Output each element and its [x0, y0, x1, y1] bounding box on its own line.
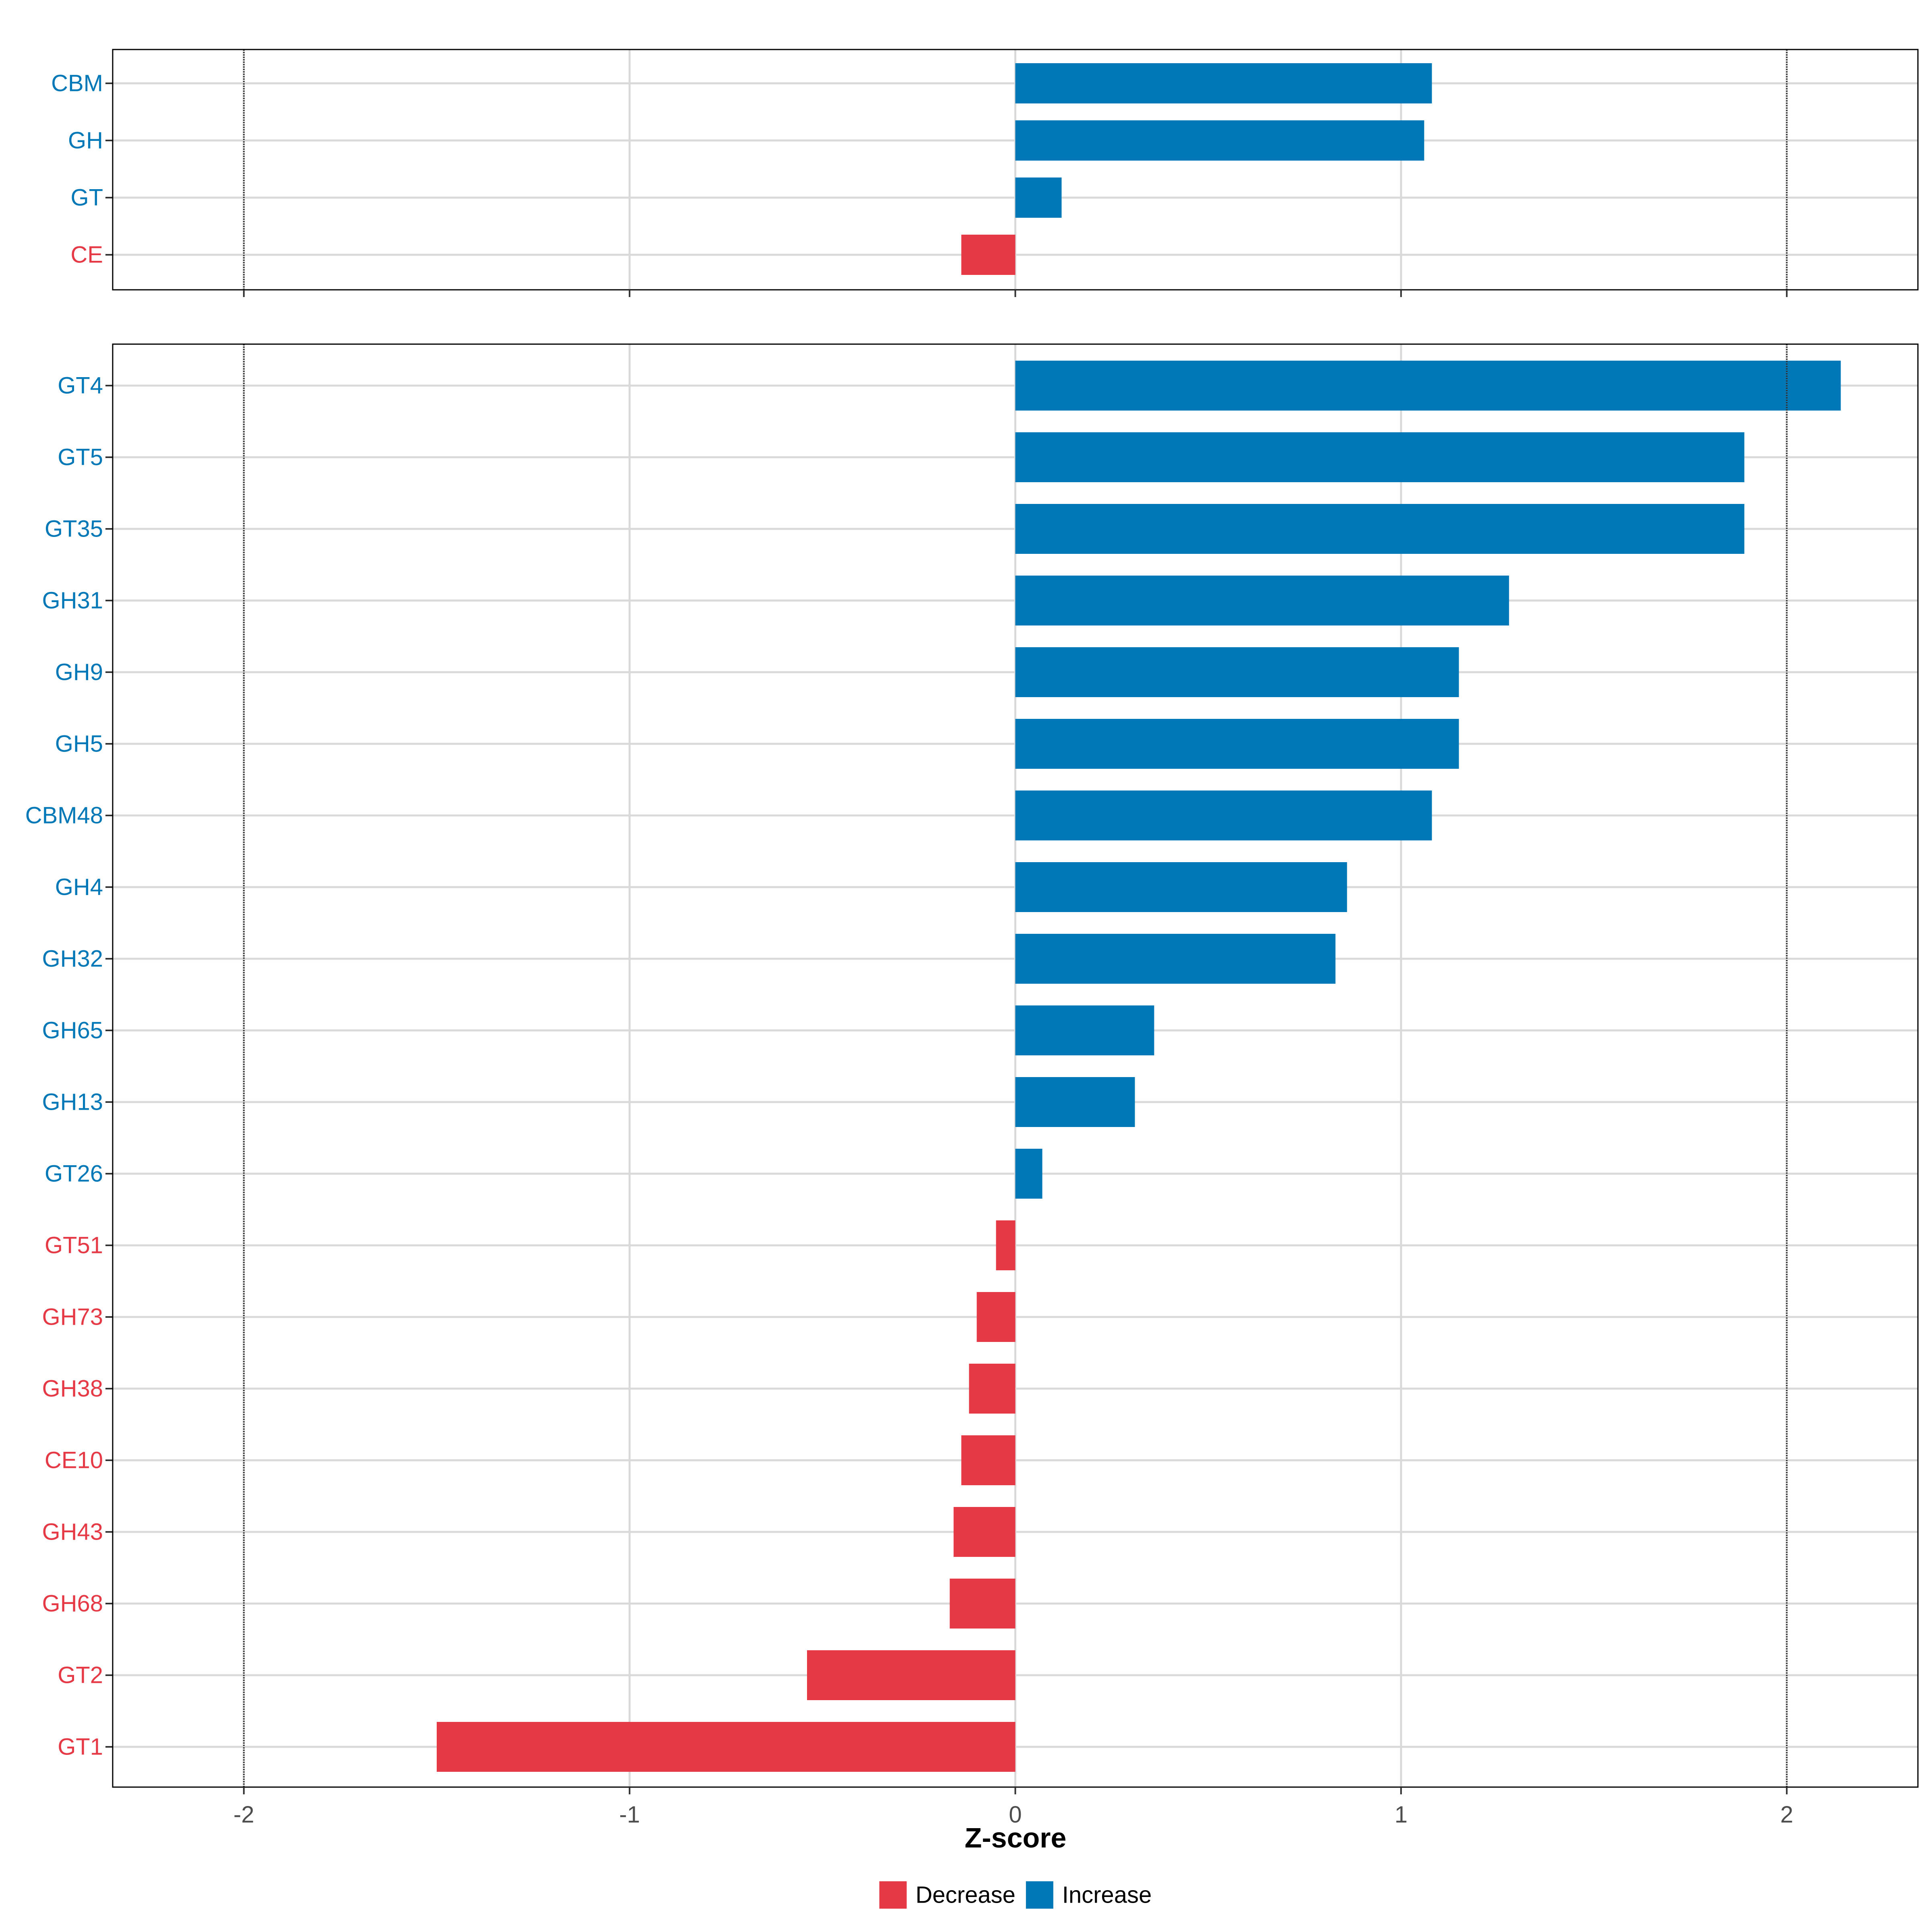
- bar-CE10: [961, 1435, 1016, 1485]
- y-label-GH73: GH73: [42, 1304, 103, 1330]
- legend-item-increase: Increase: [1026, 1881, 1152, 1909]
- bar-GH13: [1015, 1077, 1135, 1127]
- legend: Decrease Increase: [879, 1881, 1152, 1909]
- x-tick-label: 1: [1395, 1802, 1408, 1828]
- bar-CBM: [1015, 63, 1432, 103]
- panels-layer: CBM GH GT CE GT4 GT5 GT35 GH31 GH9 GH5 CBM48 GH4 GH3…: [25, 49, 1919, 1794]
- bar-GH32: [1015, 934, 1335, 984]
- bar-GH31: [1015, 576, 1509, 625]
- panel-family: GT4 GT5 GT35 GH31 GH9 GH5 CBM48 GH4 GH32 GH65 GH13…: [25, 343, 1919, 1794]
- bar-GT5: [1015, 432, 1744, 482]
- x-axis: -2 -1 0 1 2: [233, 1802, 1793, 1828]
- y-label-CE: CE: [70, 242, 103, 268]
- bar-GH38: [969, 1364, 1016, 1414]
- bar-GH9: [1015, 647, 1459, 697]
- y-label-GH43: GH43: [42, 1519, 103, 1545]
- bar-GT4: [1015, 361, 1841, 411]
- y-label-GH32: GH32: [42, 946, 103, 972]
- y-label-GT1: GT1: [58, 1734, 103, 1760]
- bar-GH73: [976, 1292, 1016, 1342]
- legend-key-decrease: [879, 1881, 907, 1909]
- bar-GT26: [1015, 1149, 1042, 1199]
- y-label-GT5: GT5: [58, 444, 103, 471]
- legend-key-increase: [1026, 1881, 1053, 1909]
- x-tick-label: 2: [1780, 1802, 1793, 1828]
- bar-GH68: [949, 1579, 1016, 1629]
- y-label-GT26: GT26: [45, 1161, 103, 1187]
- legend-label: Increase: [1062, 1882, 1152, 1908]
- bar-GH65: [1015, 1005, 1154, 1055]
- y-label-GH65: GH65: [42, 1018, 103, 1044]
- bar-GH4: [1015, 862, 1347, 912]
- legend-item-decrease: Decrease: [879, 1881, 1016, 1909]
- y-label-GT2: GT2: [58, 1662, 103, 1688]
- y-label-GH31: GH31: [42, 588, 103, 614]
- y-label-GH4: GH4: [55, 874, 103, 900]
- bar-CE: [961, 235, 1016, 275]
- panel-class: CBM GH GT CE: [51, 49, 1919, 297]
- y-label-GT4: GT4: [58, 373, 103, 399]
- y-label-GT: GT: [70, 185, 103, 211]
- y-label-GH9: GH9: [55, 659, 103, 685]
- x-tick-label: -2: [233, 1802, 254, 1828]
- y-label-GH5: GH5: [55, 731, 103, 757]
- bar-GT: [1015, 178, 1062, 218]
- y-label-CBM: CBM: [51, 70, 103, 97]
- legend-label: Decrease: [916, 1882, 1016, 1908]
- bar-GT2: [807, 1650, 1016, 1700]
- y-label-GH: GH: [68, 128, 103, 154]
- bar-GT51: [996, 1220, 1016, 1270]
- y-label-GH68: GH68: [42, 1591, 103, 1617]
- y-label-GH13: GH13: [42, 1089, 103, 1115]
- bar-GH5: [1015, 719, 1459, 769]
- y-label-GT51: GT51: [45, 1232, 103, 1259]
- bar-CBM48: [1015, 791, 1432, 840]
- y-label-CBM48: CBM48: [25, 803, 103, 829]
- y-label-GH38: GH38: [42, 1376, 103, 1402]
- bar-GH43: [954, 1507, 1016, 1557]
- x-tick-label: 0: [1009, 1802, 1022, 1828]
- bar-GT35: [1015, 504, 1744, 554]
- y-label-CE10: CE10: [45, 1447, 103, 1474]
- bar-GH: [1015, 120, 1424, 161]
- bar-GT1: [437, 1722, 1016, 1772]
- x-tick-label: -1: [619, 1802, 640, 1828]
- x-axis-title: Z-score: [965, 1822, 1067, 1854]
- y-label-GT35: GT35: [45, 516, 103, 542]
